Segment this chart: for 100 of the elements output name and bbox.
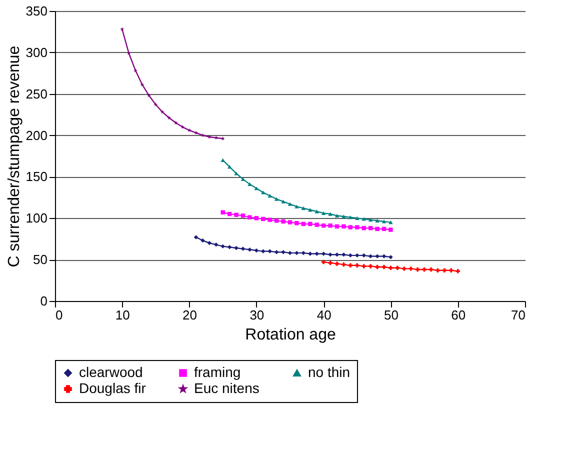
point — [375, 264, 380, 270]
y-tick-label: 300 — [26, 44, 48, 60]
point — [281, 219, 286, 224]
point — [261, 216, 266, 222]
point — [368, 218, 373, 222]
point — [274, 218, 279, 223]
point — [248, 182, 252, 186]
point — [368, 264, 373, 268]
point — [146, 93, 152, 98]
point — [321, 211, 326, 216]
point — [348, 215, 353, 220]
point — [456, 269, 460, 274]
point — [220, 244, 225, 248]
point — [308, 222, 312, 226]
point — [442, 268, 447, 272]
y-tick-label: 250 — [26, 86, 48, 102]
point — [288, 250, 292, 256]
x-tick-label: 40 — [316, 308, 332, 322]
point — [334, 262, 340, 266]
point — [355, 263, 360, 268]
point — [395, 266, 400, 270]
point — [375, 254, 380, 258]
point — [274, 197, 279, 201]
y-tick-label: 0 — [40, 294, 48, 308]
point — [328, 212, 332, 216]
point — [334, 252, 340, 257]
point — [348, 253, 353, 258]
y-tick-label: 150 — [26, 169, 48, 184]
point — [288, 202, 292, 206]
x-tick-label: 20 — [182, 308, 198, 322]
point — [288, 220, 292, 224]
legend-label: framing — [194, 364, 241, 380]
point — [187, 128, 192, 132]
point — [362, 253, 366, 258]
point — [154, 102, 158, 106]
point — [388, 228, 393, 232]
x-axis-title: Rotation age — [245, 326, 336, 344]
y-tick-label: 350 — [26, 4, 48, 18]
x-tick-label: 10 — [115, 308, 130, 322]
point — [422, 267, 426, 272]
point — [362, 217, 366, 221]
point — [334, 214, 340, 218]
y-tick-label: 100 — [26, 210, 48, 226]
point — [388, 266, 393, 270]
point — [294, 204, 299, 208]
point — [328, 252, 332, 257]
point — [281, 250, 286, 254]
legend-label: Euc nitens — [194, 380, 260, 396]
point — [436, 268, 440, 272]
point — [268, 194, 272, 198]
point — [314, 222, 319, 227]
point — [160, 110, 164, 114]
point — [227, 164, 232, 169]
point — [126, 51, 131, 55]
point — [254, 216, 259, 220]
point — [355, 216, 360, 220]
point — [355, 225, 360, 230]
point — [301, 250, 306, 256]
point — [308, 208, 312, 212]
point — [207, 240, 212, 246]
point — [328, 223, 332, 228]
point — [348, 263, 353, 268]
point — [382, 220, 386, 224]
legend-label: clearwood — [79, 364, 143, 380]
point — [328, 260, 332, 266]
point — [220, 136, 225, 140]
y-tick-label: 50 — [33, 252, 48, 268]
x-tick-label: 0 — [56, 308, 63, 322]
point — [428, 267, 434, 272]
point — [375, 226, 380, 232]
point — [174, 120, 178, 125]
point — [301, 206, 306, 210]
point — [308, 252, 312, 256]
point — [120, 27, 124, 31]
point — [362, 264, 366, 268]
point — [402, 266, 406, 271]
point — [408, 266, 413, 271]
point — [274, 250, 279, 254]
point — [294, 220, 299, 226]
point — [261, 190, 266, 194]
point — [342, 224, 346, 229]
point — [268, 249, 272, 254]
point — [415, 267, 420, 272]
point — [248, 248, 252, 252]
point — [140, 82, 144, 86]
point — [214, 242, 218, 247]
point — [268, 218, 272, 222]
point — [234, 172, 238, 176]
point — [321, 260, 326, 264]
point — [342, 252, 346, 257]
point — [388, 220, 393, 224]
point — [261, 249, 266, 254]
x-tick-label: 50 — [384, 308, 398, 322]
point — [281, 200, 286, 204]
point — [167, 116, 172, 120]
y-tick-label: 200 — [26, 128, 48, 143]
point — [342, 214, 346, 218]
point — [362, 226, 366, 230]
x-tick-label: 70 — [511, 308, 526, 322]
point — [382, 264, 386, 270]
